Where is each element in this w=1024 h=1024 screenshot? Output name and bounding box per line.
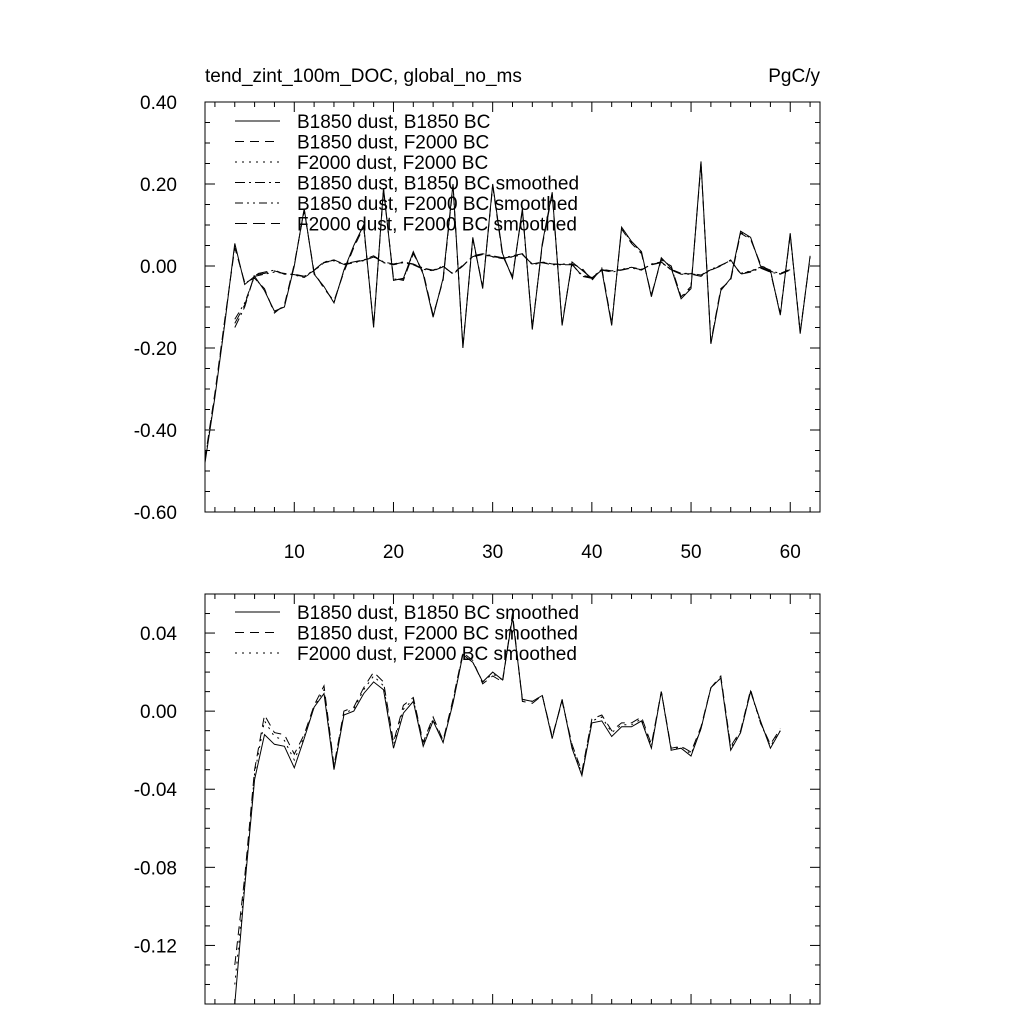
legend-label: B1850 dust, F2000 BC smoothed [297, 624, 578, 645]
series-line [234, 615, 781, 985]
y-tick-label: -0.04 [134, 780, 178, 801]
y-tick-label: 0.04 [140, 624, 177, 645]
x-tick-label: 30 [482, 542, 503, 563]
y-tick-label: 0.00 [140, 702, 177, 723]
x-tick-label: 20 [383, 542, 404, 563]
y-tick-label: -0.60 [134, 503, 177, 524]
bottom-panel: -0.12 -0.08 -0.04 0.00 0.04 B1850 dust, B185… [134, 593, 821, 1005]
legend-label: B1850 dust, F2000 BC [297, 133, 489, 154]
axis-ticks: -0.60 -0.40 -0.20 0.00 0.20 0.40 10 20 30 40 50 60 [134, 93, 820, 563]
legend-label: F2000 dust, F2000 BC smoothed [297, 215, 577, 236]
series-line [205, 162, 811, 461]
legend-label: F2000 dust, F2000 BC smoothed [297, 644, 577, 665]
y-tick-label: -0.20 [134, 339, 177, 360]
series-line [234, 253, 791, 324]
y-tick-label: 0.20 [140, 175, 177, 196]
series-lines [205, 161, 811, 463]
series-line [234, 253, 791, 328]
chart-title: tend_zint_100m_DOC, global_no_ms [205, 66, 522, 87]
top-panel: tend_zint_100m_DOC, global_no_ms PgC/y -… [134, 66, 821, 563]
legend-label: F2000 dust, F2000 BC [297, 153, 488, 174]
legend-label: B1850 dust, B1850 BC smoothed [297, 174, 579, 195]
y-tick-label: 0.00 [140, 257, 177, 278]
y-tick-label: -0.12 [134, 936, 177, 957]
x-tick-label: 10 [284, 542, 305, 563]
x-tick-label: 60 [780, 542, 801, 563]
units-label: PgC/y [768, 66, 820, 87]
x-tick-label: 40 [581, 542, 602, 563]
series-line [234, 613, 781, 966]
legend-label: B1850 dust, B1850 BC [297, 112, 490, 133]
y-tick-label: -0.40 [134, 421, 177, 442]
y-tick-label: -0.08 [134, 858, 177, 879]
x-tick-label: 50 [680, 542, 701, 563]
series-line [234, 617, 781, 1004]
series-line [205, 163, 811, 459]
legend-label: B1850 dust, B1850 BC smoothed [297, 603, 579, 624]
axis-ticks: -0.12 -0.08 -0.04 0.00 0.04 [134, 594, 820, 1004]
series-lines [234, 613, 781, 1004]
legend-label: B1850 dust, F2000 BC smoothed [297, 194, 578, 215]
y-tick-label: 0.40 [140, 93, 177, 114]
